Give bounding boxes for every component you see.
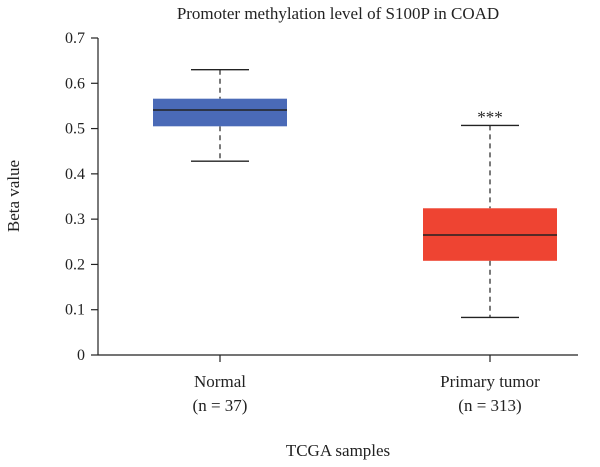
sample-size-label: (n = 37) (193, 396, 248, 415)
y-tick-label: 0.5 (65, 121, 85, 138)
box-series: *** (153, 68, 557, 319)
y-tick-label: 0.6 (65, 75, 85, 92)
y-tick-label: 0.3 (65, 211, 85, 228)
sample-size-label: (n = 313) (458, 396, 521, 415)
box-iqr (153, 98, 287, 127)
x-tick-label: Primary tumor (440, 372, 540, 391)
y-axis-label: Beta value (4, 160, 23, 232)
y-tick-label: 0 (77, 347, 85, 364)
y-tick-label: 0.7 (65, 30, 85, 47)
y-tick-label: 0.1 (65, 302, 85, 319)
y-tick-label: 0.2 (65, 256, 85, 273)
y-tick-label: 0.4 (65, 166, 85, 183)
chart-title: Promoter methylation level of S100P in C… (177, 4, 499, 23)
y-axis-ticks: 0 0.1 0.2 0.3 0.4 0.5 0.6 0.7 (65, 30, 98, 364)
significance-annotation: *** (477, 107, 503, 126)
x-tick-label: Normal (194, 372, 246, 391)
x-axis-ticks: Normal (n = 37) Primary tumor (n = 313) (193, 355, 540, 415)
x-axis-label: TCGA samples (286, 441, 390, 460)
